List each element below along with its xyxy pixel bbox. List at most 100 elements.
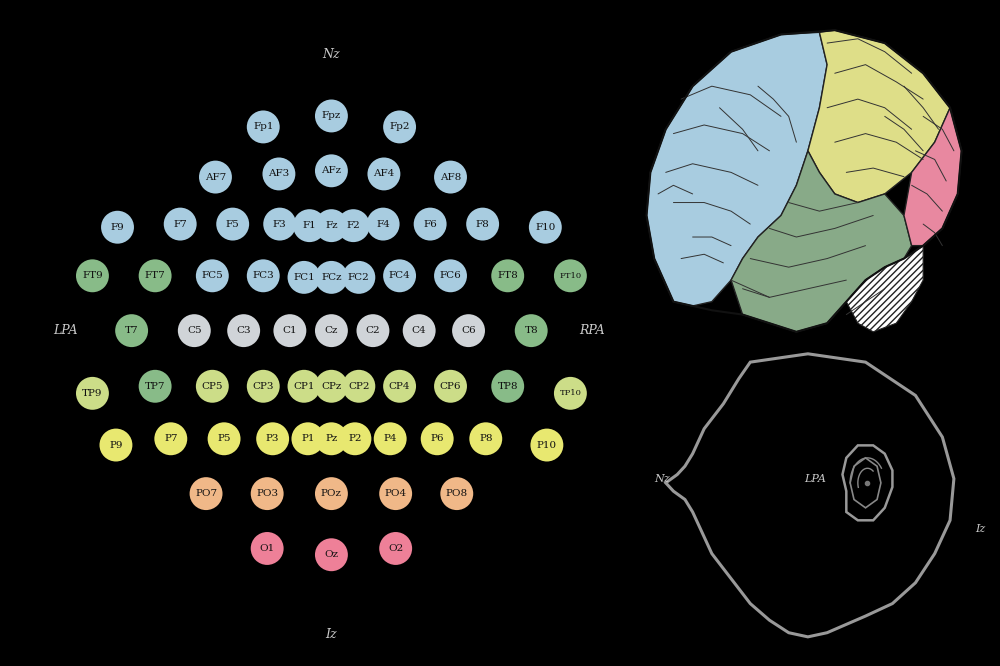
Circle shape <box>315 538 348 571</box>
Circle shape <box>115 314 148 347</box>
Circle shape <box>434 370 467 403</box>
Circle shape <box>379 477 412 510</box>
Circle shape <box>251 477 284 510</box>
Text: AF7: AF7 <box>205 172 226 182</box>
Circle shape <box>273 314 306 347</box>
Text: C1: C1 <box>283 326 297 335</box>
Text: TP8: TP8 <box>497 382 518 391</box>
Circle shape <box>342 261 375 294</box>
Text: PO3: PO3 <box>256 489 278 498</box>
Circle shape <box>227 314 260 347</box>
Text: TP7: TP7 <box>145 382 165 391</box>
Text: FC4: FC4 <box>389 271 410 280</box>
Circle shape <box>263 208 296 240</box>
Text: Pz: Pz <box>325 434 338 444</box>
Circle shape <box>76 259 109 292</box>
Text: Fpz: Fpz <box>322 111 341 121</box>
Polygon shape <box>808 30 950 202</box>
Text: C3: C3 <box>236 326 251 335</box>
Circle shape <box>154 422 187 456</box>
Text: FC3: FC3 <box>252 271 274 280</box>
Text: O2: O2 <box>388 544 403 553</box>
Text: F3: F3 <box>273 220 287 228</box>
Circle shape <box>466 208 499 240</box>
Circle shape <box>434 259 467 292</box>
Text: C2: C2 <box>366 326 380 335</box>
Circle shape <box>288 261 320 294</box>
Circle shape <box>99 429 132 462</box>
Text: F9: F9 <box>111 222 124 232</box>
Text: TP9: TP9 <box>82 389 103 398</box>
Text: Fz: Fz <box>325 221 338 230</box>
Text: FC5: FC5 <box>201 271 223 280</box>
Text: AF3: AF3 <box>268 169 290 178</box>
Text: P3: P3 <box>266 434 279 444</box>
Circle shape <box>178 314 211 347</box>
Circle shape <box>139 370 172 403</box>
Text: Iz: Iz <box>326 628 337 641</box>
Circle shape <box>315 261 348 294</box>
Circle shape <box>288 370 320 403</box>
Text: TP10: TP10 <box>559 390 581 398</box>
Text: F7: F7 <box>173 220 187 228</box>
Text: P4: P4 <box>383 434 397 444</box>
Circle shape <box>216 208 249 240</box>
Circle shape <box>291 422 324 456</box>
Text: LPA: LPA <box>53 324 77 337</box>
Polygon shape <box>904 108 962 246</box>
Circle shape <box>414 208 447 240</box>
Circle shape <box>247 370 280 403</box>
Text: P6: P6 <box>430 434 444 444</box>
Circle shape <box>491 370 524 403</box>
Text: FC2: FC2 <box>348 273 370 282</box>
Circle shape <box>208 422 241 456</box>
Circle shape <box>337 209 370 242</box>
Circle shape <box>554 259 587 292</box>
Text: CP3: CP3 <box>253 382 274 391</box>
Circle shape <box>374 422 407 456</box>
Circle shape <box>491 259 524 292</box>
Polygon shape <box>846 246 923 332</box>
Text: O1: O1 <box>260 544 275 553</box>
Text: CP2: CP2 <box>348 382 370 391</box>
Polygon shape <box>647 33 827 306</box>
Text: AF8: AF8 <box>440 172 461 182</box>
Circle shape <box>383 111 416 143</box>
Circle shape <box>440 477 473 510</box>
Circle shape <box>315 422 348 456</box>
Text: F8: F8 <box>476 220 490 228</box>
Circle shape <box>190 477 223 510</box>
Text: Nz: Nz <box>654 474 670 484</box>
Text: P9: P9 <box>109 440 123 450</box>
Circle shape <box>315 477 348 510</box>
Text: F5: F5 <box>226 220 240 228</box>
Circle shape <box>196 259 229 292</box>
Circle shape <box>315 209 348 242</box>
Circle shape <box>434 161 467 194</box>
Circle shape <box>421 422 454 456</box>
Circle shape <box>452 314 485 347</box>
Text: FT9: FT9 <box>82 271 103 280</box>
Circle shape <box>379 532 412 565</box>
Text: Fp2: Fp2 <box>389 123 410 131</box>
Text: PO4: PO4 <box>385 489 407 498</box>
Circle shape <box>554 377 587 410</box>
Text: CP1: CP1 <box>293 382 315 391</box>
Text: PO8: PO8 <box>446 489 468 498</box>
Text: Iz: Iz <box>976 523 986 533</box>
Text: AF4: AF4 <box>373 169 395 178</box>
Text: P2: P2 <box>348 434 362 444</box>
Text: Oz: Oz <box>324 550 338 559</box>
Text: AFz: AFz <box>321 166 341 175</box>
Circle shape <box>356 314 389 347</box>
Circle shape <box>199 161 232 194</box>
Circle shape <box>293 209 326 242</box>
Text: P7: P7 <box>164 434 178 444</box>
Circle shape <box>251 532 284 565</box>
Circle shape <box>315 370 348 403</box>
Circle shape <box>338 422 371 456</box>
Circle shape <box>469 422 502 456</box>
Text: C5: C5 <box>187 326 202 335</box>
Text: CP4: CP4 <box>389 382 410 391</box>
Text: F6: F6 <box>423 220 437 228</box>
